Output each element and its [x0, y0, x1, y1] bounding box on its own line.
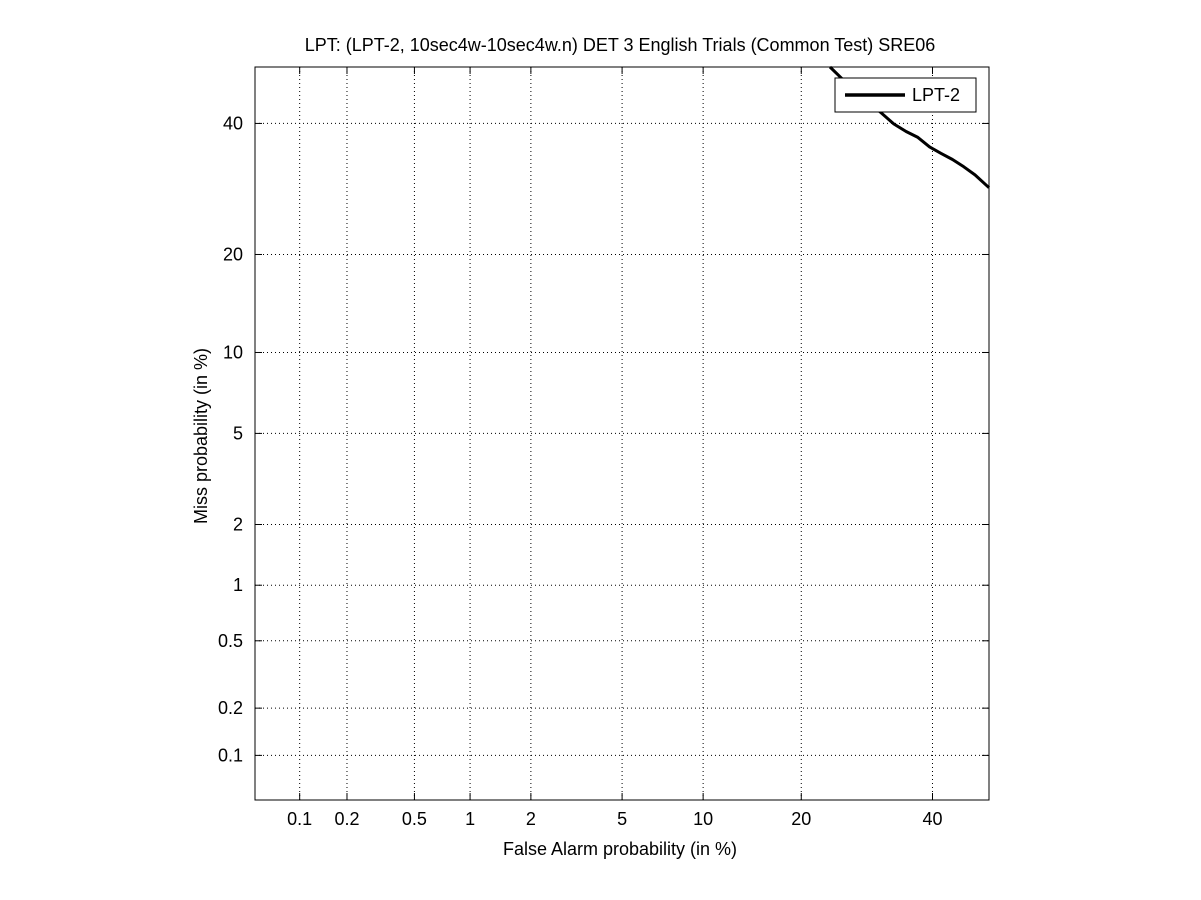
x-tick-label: 2: [526, 809, 536, 829]
x-tick-label: 20: [791, 809, 811, 829]
y-tick-label: 0.2: [218, 698, 243, 718]
y-tick-label: 10: [223, 342, 243, 362]
y-axis-label: Miss probability (in %): [191, 348, 211, 524]
y-tick-label: 2: [233, 514, 243, 534]
x-tick-label: 0.2: [334, 809, 359, 829]
x-tick-label: 40: [922, 809, 942, 829]
x-tick-label: 0.5: [402, 809, 427, 829]
x-tick-label: 0.1: [287, 809, 312, 829]
y-tick-label: 40: [223, 113, 243, 133]
x-axis-label: False Alarm probability (in %): [503, 839, 737, 859]
x-tick-label: 5: [617, 809, 627, 829]
chart-title: LPT: (LPT-2, 10sec4w-10sec4w.n) DET 3 En…: [305, 35, 936, 55]
y-tick-label: 5: [233, 423, 243, 443]
y-tick-label: 0.1: [218, 745, 243, 765]
y-tick-label: 0.5: [218, 631, 243, 651]
y-tick-label: 20: [223, 244, 243, 264]
x-tick-label: 1: [465, 809, 475, 829]
x-axis-ticks: 0.1 0.2 0.5 1 2 5 10 20 40: [287, 67, 943, 829]
y-tick-label: 1: [233, 575, 243, 595]
x-tick-label: 10: [693, 809, 713, 829]
y-axis-ticks: 0.1 0.2 0.5 1 2 5 10 20 40: [218, 113, 989, 765]
legend-label-lpt-2: LPT-2: [912, 85, 960, 105]
legend: LPT-2: [834, 77, 977, 113]
